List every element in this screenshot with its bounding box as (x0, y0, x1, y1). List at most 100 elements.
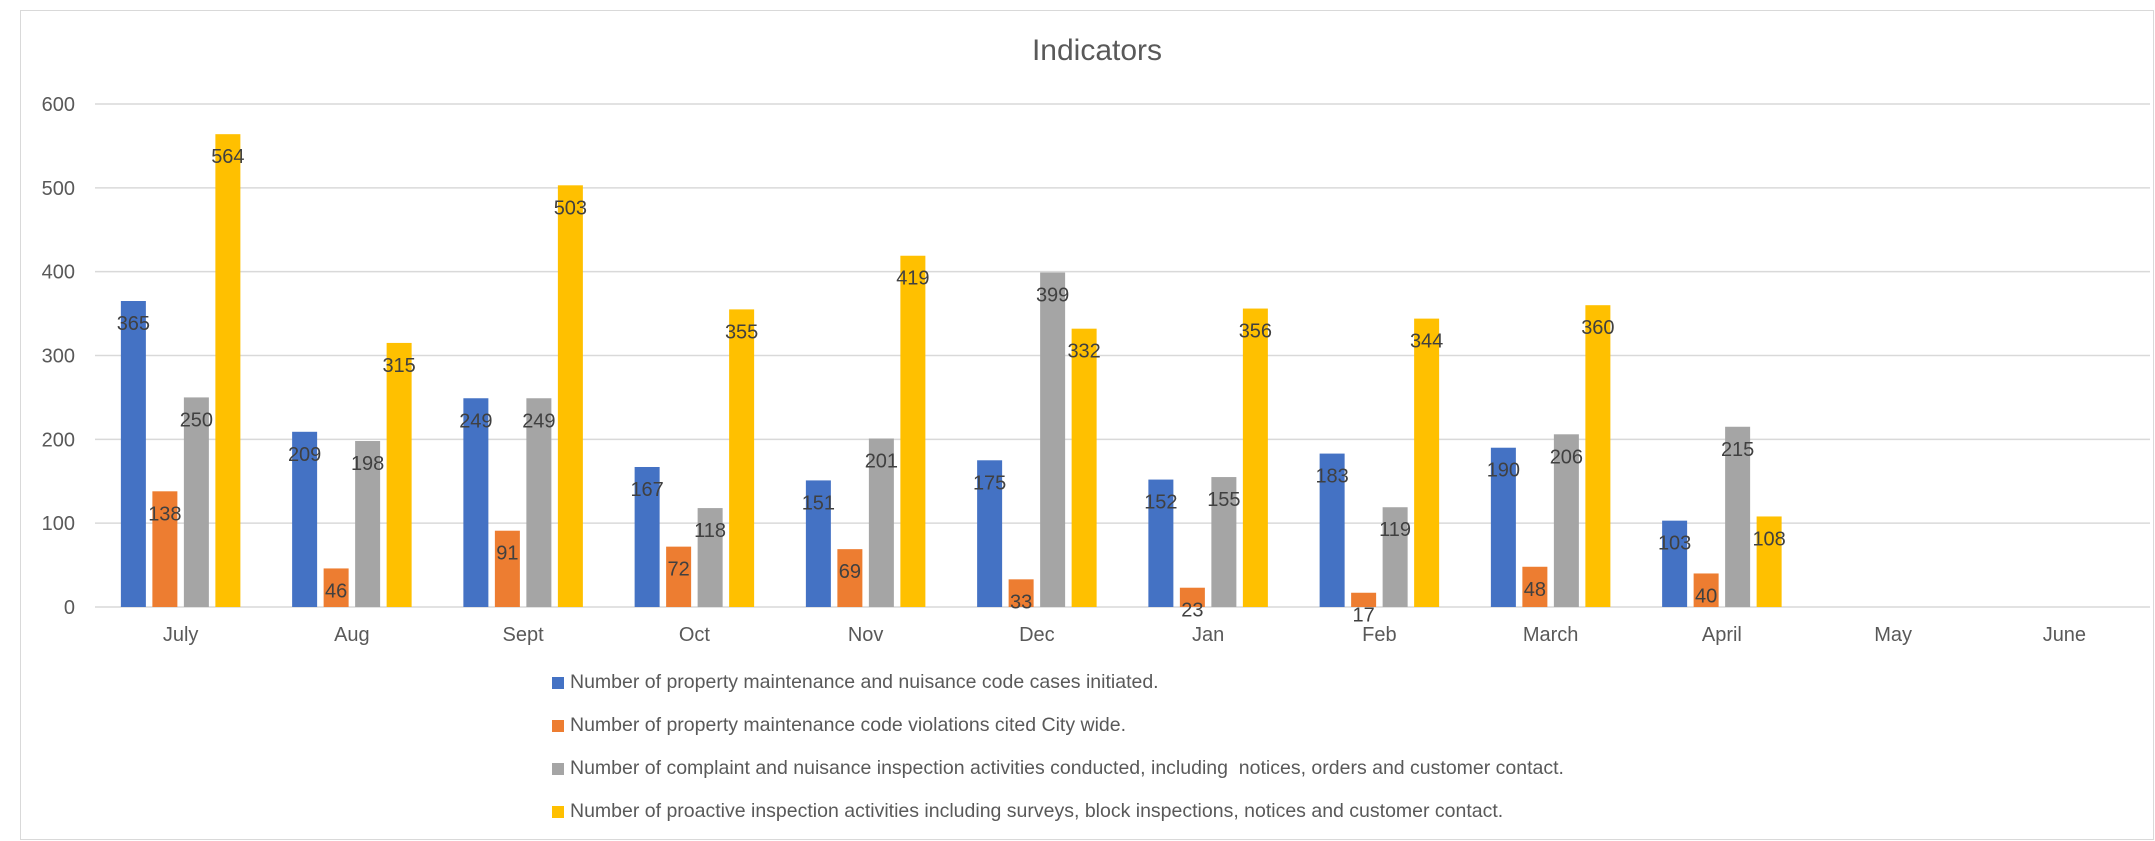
data-label: 249 (459, 410, 492, 432)
bar (729, 309, 755, 607)
data-label: 175 (973, 472, 1006, 494)
data-label: 564 (211, 146, 244, 168)
bar (1522, 566, 1548, 607)
bar (526, 398, 552, 607)
bar (152, 491, 178, 607)
bar (183, 397, 209, 607)
legend-label: Number of property maintenance and nuisa… (570, 671, 1159, 693)
bars (120, 134, 1782, 607)
bar (1040, 272, 1066, 607)
legend-swatch (552, 720, 564, 732)
data-label: 360 (1581, 317, 1614, 339)
data-label: 419 (896, 268, 929, 290)
data-label: 17 (1353, 605, 1375, 627)
bar (494, 530, 520, 607)
chart-title: Indicators (1032, 34, 1162, 67)
data-label: 183 (1315, 466, 1348, 488)
bar (1490, 447, 1516, 607)
bar (463, 398, 489, 607)
bar (666, 546, 692, 607)
bar (634, 466, 660, 607)
bar (1071, 328, 1097, 607)
legend-swatch (552, 677, 564, 689)
data-label: 155 (1207, 489, 1240, 511)
bar (1008, 579, 1034, 607)
data-label: 103 (1658, 533, 1691, 555)
data-label: 167 (630, 479, 663, 501)
data-label: 48 (1524, 579, 1546, 601)
bar (386, 342, 412, 607)
bar (1242, 308, 1268, 607)
x-tick-label: Jan (1192, 624, 1224, 646)
x-tick-label: Sept (503, 624, 545, 646)
bar (1351, 592, 1377, 607)
data-label: 152 (1144, 492, 1177, 514)
legend-label: Number of proactive inspection activitie… (570, 800, 1503, 822)
bar (977, 460, 1003, 607)
legend-swatch (552, 763, 564, 775)
bar (1179, 587, 1205, 607)
data-label: 69 (839, 561, 861, 583)
x-tick-label: Aug (334, 624, 370, 646)
bar (1585, 305, 1611, 607)
x-tick-label: June (2043, 624, 2086, 646)
bar (323, 568, 349, 607)
chart-frame (20, 10, 2154, 840)
data-label: 215 (1721, 439, 1754, 461)
bar (805, 480, 831, 607)
data-label: 206 (1550, 446, 1583, 468)
y-axis-tick-labels: 0 100 200 300 400 500 600 (42, 94, 75, 619)
legend-label: Number of property maintenance code viol… (570, 714, 1126, 736)
bar (355, 441, 381, 607)
x-tick-label: Nov (848, 624, 884, 646)
x-axis-tick-labels: July Aug Sept Oct Nov Dec Jan Feb March April May J… (163, 624, 2086, 646)
data-label: 138 (148, 503, 181, 525)
data-label: 91 (496, 543, 518, 565)
gridlines (95, 103, 2150, 608)
data-labels: 3651382505642094619831524991249503167721… (117, 146, 1786, 627)
legend: Number of property maintenance and nuisa… (552, 671, 1564, 822)
data-label: 23 (1181, 600, 1203, 622)
data-label: 356 (1239, 321, 1272, 343)
data-label: 315 (382, 355, 415, 377)
bar (837, 549, 863, 607)
y-tick-label: 500 (42, 178, 75, 200)
data-label: 249 (522, 410, 555, 432)
x-tick-label: July (163, 624, 199, 646)
x-tick-label: March (1523, 624, 1579, 646)
bar (1693, 573, 1719, 607)
bar (292, 431, 318, 607)
legend-swatch (552, 806, 564, 818)
data-label: 190 (1487, 460, 1520, 482)
bar (215, 134, 241, 607)
data-label: 332 (1067, 341, 1100, 363)
y-tick-label: 400 (42, 262, 75, 284)
bar (557, 185, 583, 607)
data-label: 209 (288, 444, 321, 466)
data-label: 151 (802, 492, 835, 514)
data-label: 201 (865, 450, 898, 472)
y-tick-label: 200 (42, 429, 75, 451)
bar (1211, 477, 1237, 607)
bar (697, 508, 723, 607)
bar (1662, 520, 1688, 607)
data-label: 365 (117, 313, 150, 335)
bar (1553, 434, 1579, 607)
data-label: 198 (351, 453, 384, 475)
data-label: 344 (1410, 331, 1443, 353)
data-label: 119 (1379, 519, 1411, 541)
data-label: 33 (1010, 591, 1032, 613)
bar (1148, 479, 1174, 607)
bar (1756, 516, 1782, 607)
data-label: 108 (1752, 528, 1785, 550)
y-tick-label: 600 (42, 94, 75, 116)
x-tick-label: April (1702, 624, 1742, 646)
data-label: 503 (554, 197, 587, 219)
x-tick-label: Feb (1362, 624, 1396, 646)
bar (1725, 426, 1751, 607)
data-label: 72 (668, 559, 690, 581)
data-label: 399 (1036, 285, 1069, 307)
bar (1382, 507, 1408, 607)
